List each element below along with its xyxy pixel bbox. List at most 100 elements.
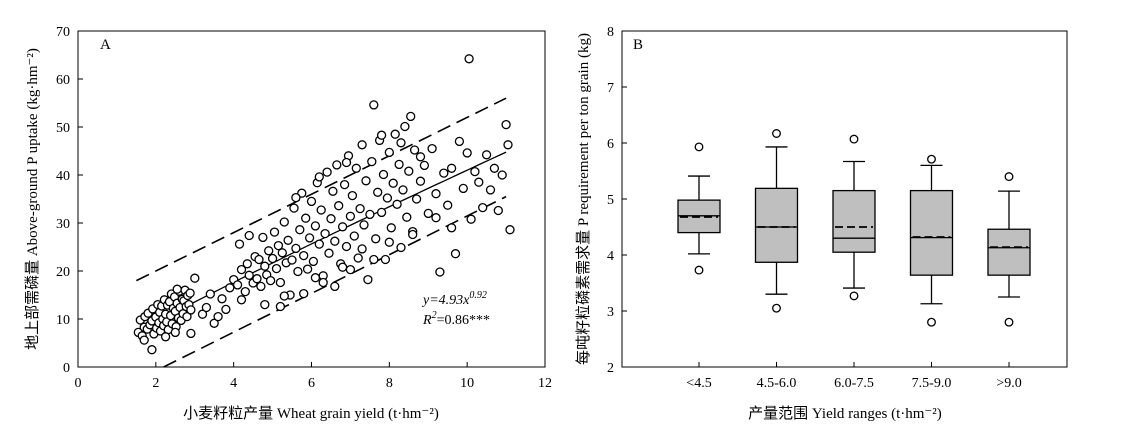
y-tick-label: 4 <box>607 249 614 264</box>
scatter-point <box>345 264 356 275</box>
panel-a: A 0 2 4 6 8 10 12 0 10 20 30 40 50 60 70 小麦籽粒产量 Wheat… <box>24 25 552 422</box>
scatter-point <box>225 283 235 293</box>
scatter-point <box>347 190 358 201</box>
scatter-point <box>378 169 389 180</box>
scatter-point <box>287 255 297 265</box>
scatter-point <box>244 230 254 241</box>
scatter-point <box>462 148 472 158</box>
scatter-point <box>242 259 252 269</box>
y-tick-label: 2 <box>607 361 614 376</box>
y-tick-label: 7 <box>607 81 614 96</box>
scatter-point <box>314 172 324 182</box>
scatter-point <box>406 111 416 122</box>
scatter-point <box>160 332 171 342</box>
scatter-point <box>322 167 332 177</box>
scatter-point <box>367 156 377 167</box>
scatter-point <box>485 185 496 195</box>
scatter-point <box>289 203 299 213</box>
x-tick-label: 0 <box>75 376 82 391</box>
scatter-point <box>353 253 363 263</box>
scatter-point <box>330 236 340 246</box>
scatter-point <box>394 159 404 170</box>
y-tick-label: 10 <box>56 313 70 328</box>
scatter-point <box>376 130 387 140</box>
scatter-point <box>258 232 268 243</box>
scatter-point <box>334 201 344 211</box>
scatter-point <box>295 225 305 235</box>
scatter-point <box>275 277 286 288</box>
scatter-point <box>503 140 513 150</box>
x-tick-label: 6 <box>308 376 315 391</box>
scatter-point <box>310 221 321 231</box>
scatter-point <box>380 254 391 265</box>
scatter-point <box>186 305 196 315</box>
x-tick-label: 12 <box>538 376 552 391</box>
scatter-point <box>299 288 309 299</box>
scatter-point <box>376 207 387 218</box>
scatter-point <box>267 253 278 264</box>
scatter-point <box>240 286 250 297</box>
scatter-point <box>256 281 266 292</box>
scatter-point <box>435 267 445 277</box>
y-tick-label: 3 <box>607 305 614 320</box>
scatter-point <box>409 145 420 155</box>
panel-a-r2-symbol: R <box>422 313 432 328</box>
box-plot-group <box>754 129 799 313</box>
scatter-point <box>314 239 324 249</box>
panel-a-label: A <box>100 37 111 53</box>
scatter-point <box>398 185 408 195</box>
scatter-point <box>332 160 342 170</box>
scatter-point <box>431 189 441 199</box>
scatter-point <box>326 214 336 224</box>
scatter-point <box>411 194 422 204</box>
scatter-point <box>318 277 328 288</box>
scatter-point <box>254 254 264 265</box>
scatter-point <box>236 264 247 275</box>
scatter-point <box>275 301 286 312</box>
scatter-point <box>446 223 457 233</box>
scatter-point <box>415 152 426 162</box>
scatter-point <box>415 176 426 186</box>
scatter-point <box>324 248 334 258</box>
panel-a-equation-exponent: 0.92 <box>469 290 487 301</box>
x-tick-label: 4 <box>230 376 237 391</box>
scatter-point <box>359 220 369 230</box>
scatter-point <box>244 270 254 280</box>
scatter-point <box>443 200 453 210</box>
x-tick-label: >9.0 <box>996 376 1021 391</box>
scatter-point <box>373 187 383 197</box>
scatter-point <box>330 281 340 292</box>
scatter-point <box>308 256 319 267</box>
scatter-point <box>481 150 492 160</box>
scatter-point <box>277 248 287 258</box>
scatter-point <box>283 235 293 245</box>
scatter-point <box>273 240 284 251</box>
scatter-point <box>361 176 371 186</box>
scatter-point <box>470 166 480 177</box>
scatter-point <box>337 222 348 232</box>
y-tick-label: 0 <box>63 361 70 376</box>
scatter-point <box>172 284 182 294</box>
scatter-point <box>357 244 367 254</box>
x-tick-label: 8 <box>386 376 393 391</box>
scatter-point <box>371 234 381 244</box>
scatter-point <box>363 274 373 285</box>
scatter-point <box>252 274 262 284</box>
outlier-point <box>694 142 704 152</box>
scatter-point <box>355 203 365 214</box>
scatter-point <box>382 193 393 203</box>
panel-a-equation: y=4.93x0.92 <box>421 290 487 308</box>
scatter-point <box>351 163 361 173</box>
y-tick-label: 60 <box>56 73 70 88</box>
scatter-point <box>450 249 461 259</box>
scatter-point <box>339 179 350 190</box>
panel-b-x-ticks: <4.5 4.5-6.0 6.0-7.5 7.5-9.0 >9.0 <box>686 362 1022 391</box>
scatter-point <box>232 280 243 290</box>
y-tick-label: 70 <box>56 25 70 40</box>
scatter-point <box>279 217 289 227</box>
scatter-point <box>388 178 398 188</box>
scatter-point <box>291 192 301 203</box>
outlier-point <box>772 129 781 138</box>
outlier-point <box>1004 317 1014 327</box>
scatter-point <box>497 170 507 180</box>
